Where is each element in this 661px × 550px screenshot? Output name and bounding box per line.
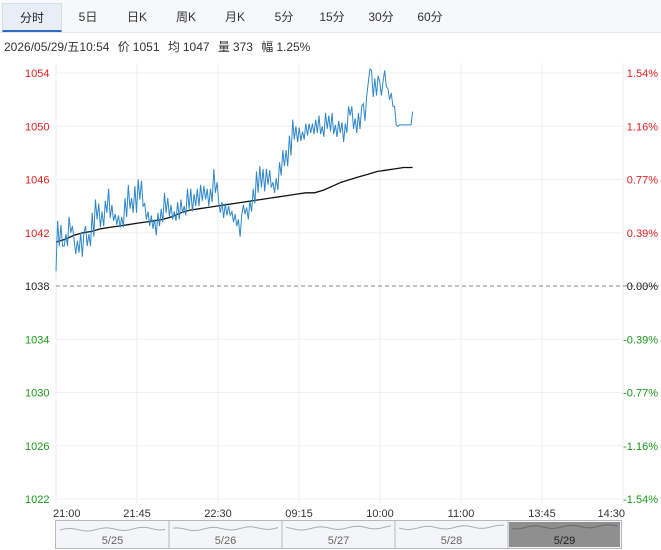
percent-tick-label: -0.77% (623, 388, 658, 400)
price-tick-label: 1026 (25, 441, 49, 453)
time-tick-label: 10:00 (366, 508, 394, 520)
percent-tick-label: 1.16% (627, 121, 658, 133)
price-axis-labels: 1054 1050 1046 1042 1038 1034 1030 1026 1022 (25, 68, 49, 506)
navigator-day-label: 5/25 (102, 535, 123, 547)
date-navigator[interactable]: 5/25 5/26 5/27 5/28 5/29 (55, 520, 622, 549)
navigator-day-label: 5/28 (441, 535, 462, 547)
time-tick-label: 14:30 (597, 508, 625, 520)
price-tick-label: 1038 (25, 281, 49, 293)
quote-datetime: 2026/05/29/五10:54 (4, 40, 110, 54)
change-value: 1.25% (276, 40, 311, 54)
tab-weekly-k[interactable]: 周K (175, 10, 196, 24)
time-tick-label: 21:00 (53, 508, 81, 520)
navigator-day-trace (511, 524, 618, 530)
percent-tick-label: 1.54% (627, 68, 658, 80)
price-line (55, 68, 414, 272)
period-tabs: 分时 5日 日K 周K 月K 5分 15分 30分 60分 (0, 0, 661, 33)
percent-axis-labels: 1.54% 1.16% 0.77% 0.39% 0.00% -0.39% -0.77% -1.… (623, 68, 658, 506)
percent-tick-label: 0.77% (627, 175, 658, 187)
change-label: 幅 (261, 40, 274, 54)
navigator-day-label: 5/29 (554, 535, 575, 547)
percent-tick-label: 0.00% (627, 281, 658, 293)
chart-grid (55, 63, 659, 503)
price-value: 1051 (132, 40, 160, 54)
navigator-day-label: 5/27 (328, 535, 349, 547)
quote-info-bar: 2026/05/29/五10:54 价 1051 均 1047 量 373 幅 1.25… (4, 38, 315, 56)
time-tick-label: 13:45 (528, 508, 556, 520)
tab-monthly-k[interactable]: 月K (224, 10, 245, 24)
percent-tick-label: 0.39% (627, 228, 658, 240)
price-tick-label: 1034 (25, 334, 49, 346)
tab-60-min[interactable]: 60分 (417, 10, 443, 24)
price-tick-label: 1030 (25, 388, 49, 400)
navigator-day-trace (398, 524, 504, 531)
time-tick-label: 11:00 (448, 508, 475, 520)
time-tick-label: 09:15 (285, 508, 313, 520)
price-tick-label: 1046 (25, 175, 49, 187)
navigator-day-trace (59, 526, 166, 532)
average-price-line (55, 166, 413, 243)
time-tick-label: 21:45 (123, 508, 151, 520)
time-axis-labels: 21:00 21:45 22:30 09:15 10:00 11:00 13:45 14:30 (53, 508, 625, 520)
navigator-day-trace (285, 525, 392, 531)
tab-intraday[interactable]: 分时 (2, 3, 62, 32)
price-tick-label: 1022 (25, 494, 49, 506)
tab-5-min[interactable]: 5分 (274, 10, 294, 24)
tab-15-min[interactable]: 15分 (319, 10, 345, 24)
avg-value: 1047 (182, 40, 210, 54)
percent-tick-label: -1.54% (623, 494, 658, 506)
percent-tick-label: -0.39% (623, 334, 658, 346)
avg-label: 均 (167, 40, 180, 54)
price-tick-label: 1054 (25, 68, 49, 80)
volume-label: 量 (217, 40, 230, 54)
percent-tick-label: -1.16% (623, 441, 658, 453)
volume-value: 373 (232, 40, 253, 54)
tab-30-min[interactable]: 30分 (368, 10, 394, 24)
tab-daily-k[interactable]: 日K (126, 10, 147, 24)
tab-5-day[interactable]: 5日 (78, 10, 98, 24)
price-label: 价 (117, 40, 130, 54)
navigator-day-trace (172, 526, 279, 532)
navigator-overview: 5/25 5/26 5/27 5/28 5/29 (59, 521, 620, 548)
time-tick-label: 22:30 (204, 508, 232, 520)
navigator-day-label: 5/26 (215, 535, 236, 547)
price-tick-label: 1050 (25, 121, 49, 133)
price-tick-label: 1042 (25, 228, 49, 240)
